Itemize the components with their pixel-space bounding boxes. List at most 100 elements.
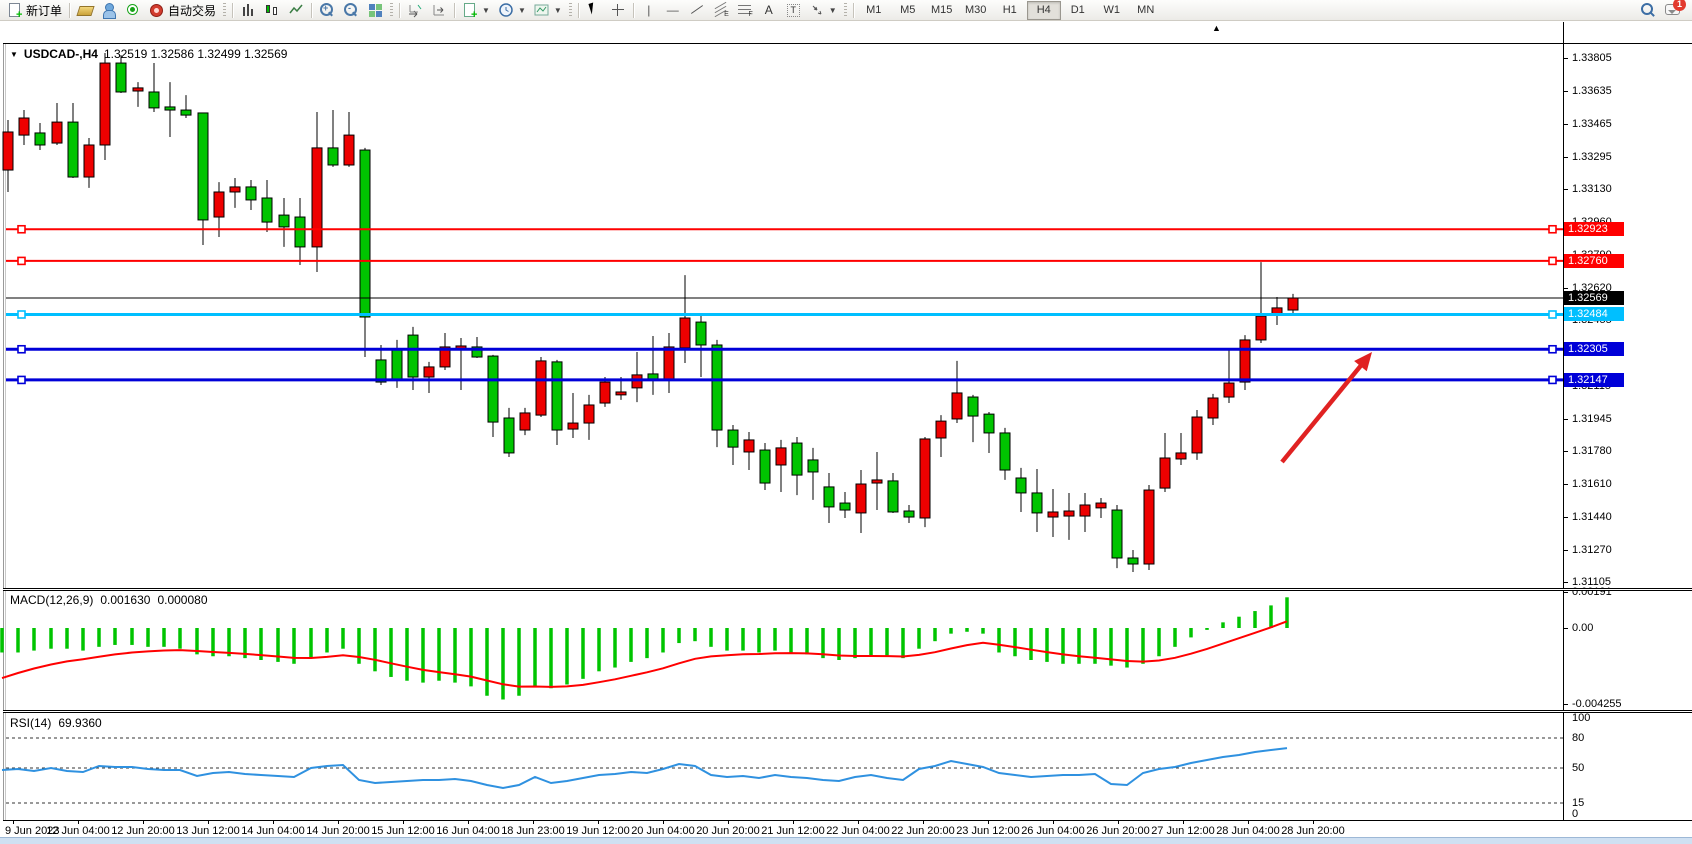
search-button[interactable]	[1636, 0, 1660, 21]
auto-trading-button[interactable]: 自动交易	[145, 0, 220, 21]
candle	[1175, 432, 1187, 465]
indicators-button[interactable]: + ▼	[458, 0, 494, 21]
gold-button[interactable]	[73, 0, 97, 21]
timeframe-M15[interactable]: M15	[931, 4, 953, 16]
timeframe-H4[interactable]: H4	[1026, 0, 1061, 20]
rsi-tick-label: 80	[1572, 732, 1585, 744]
auto-scroll-button[interactable]	[403, 0, 427, 21]
candle	[775, 439, 787, 492]
time-tick	[468, 821, 469, 824]
timeframe-D1[interactable]: D1	[1070, 4, 1085, 16]
time-tick	[208, 821, 209, 824]
time-axis[interactable]: 9 Jun 2023 12 Jun 04:00 12 Jun 20:00 13 Jun…	[3, 820, 1692, 838]
collapse-icon[interactable]: ▼	[10, 49, 18, 59]
arrow-annotation[interactable]	[1280, 352, 1372, 464]
templates-button[interactable]: ▼	[530, 0, 566, 21]
horizontal-line-object[interactable]	[6, 310, 1563, 319]
fibo-channel-button[interactable]: E	[709, 0, 733, 21]
time-label: 12 Jun 04:00	[46, 825, 110, 837]
candle	[311, 111, 323, 272]
candle	[51, 103, 63, 145]
timeframe-switcher: M1 M5 M15 M30 H1 H4 D1 W1 MN	[857, 0, 1163, 20]
candle	[1239, 335, 1251, 391]
time-tick	[143, 821, 144, 824]
vertical-line-button[interactable]: |	[637, 0, 661, 21]
horizontal-line-object[interactable]	[6, 256, 1563, 266]
timeframe-H1[interactable]: H1	[1002, 4, 1017, 16]
price-tick-label: 1.31610	[1572, 478, 1612, 491]
line-chart-button[interactable]	[284, 0, 308, 21]
trendline-button[interactable]	[685, 0, 709, 21]
time-label: 27 Jun 12:00	[1151, 825, 1215, 837]
timeframe-M1[interactable]: M1	[866, 4, 882, 16]
chart-window[interactable]: ▼ USDCAD-,H4 1.32519 1.32586 1.32499 1.3…	[0, 21, 1692, 841]
candle	[631, 351, 643, 403]
time-label: 26 Jun 04:00	[1021, 825, 1085, 837]
community-button[interactable]	[97, 0, 121, 21]
cursor-button[interactable]	[582, 0, 606, 21]
horizontal-line-object[interactable]	[6, 344, 1563, 354]
arrows-button[interactable]: ▼	[805, 0, 841, 21]
rsi-panel[interactable]	[1, 713, 1563, 819]
periods-button[interactable]: ▼	[494, 0, 530, 21]
price-tick	[1563, 419, 1568, 421]
candle	[567, 392, 579, 438]
macd-label: MACD(12,26,9) 0.001630 0.000080	[10, 593, 208, 607]
bar-chart-button[interactable]	[236, 0, 260, 21]
candle	[551, 359, 563, 445]
chat-button[interactable]: 1	[1660, 0, 1686, 21]
macd-splitter[interactable]	[3, 588, 1692, 591]
signals-button[interactable]	[121, 0, 145, 21]
macd-tick	[1563, 704, 1568, 705]
signals-icon	[125, 2, 141, 18]
window-left-border-inner	[5, 43, 6, 841]
candle	[423, 361, 435, 393]
time-label: 14 Jun 20:00	[306, 825, 370, 837]
timeframe-M30[interactable]: M30	[965, 4, 987, 16]
crosshair-button[interactable]	[606, 0, 630, 21]
text-label-button[interactable]: T	[781, 0, 805, 21]
candle	[919, 437, 931, 528]
rsi-splitter[interactable]	[3, 710, 1692, 713]
candle	[791, 437, 803, 496]
timeframe-W1[interactable]: W1	[1103, 4, 1120, 16]
candle	[261, 179, 273, 232]
price-level-tag: 1.32923	[1564, 222, 1624, 237]
candle	[951, 360, 963, 424]
time-label: 20 Jun 20:00	[696, 825, 760, 837]
candle	[711, 339, 723, 448]
time-label: 12 Jun 20:00	[111, 825, 175, 837]
zoom-in-button[interactable]: +	[315, 0, 339, 21]
candlestick-chart-button[interactable]	[260, 0, 284, 21]
time-label: 28 Jun 04:00	[1216, 825, 1280, 837]
candle	[18, 110, 30, 145]
chat-badge: 1	[1673, 0, 1686, 11]
price-tick	[1563, 451, 1568, 453]
text-button[interactable]: A	[757, 0, 781, 21]
time-tick	[728, 821, 729, 824]
horizontal-line-object[interactable]	[6, 224, 1563, 234]
bottom-strip	[0, 837, 1692, 844]
time-label: 13 Jun 12:00	[176, 825, 240, 837]
candle	[1015, 467, 1027, 512]
tile-windows-button[interactable]	[363, 0, 387, 21]
rsi-line	[1, 747, 1288, 790]
horizontal-line-button[interactable]: —	[661, 0, 685, 21]
candle	[743, 431, 755, 471]
chart-shift-marker[interactable]: ▲	[1212, 23, 1221, 33]
zoom-out-button[interactable]: -	[339, 0, 363, 21]
candle	[663, 332, 675, 393]
main-price-chart[interactable]	[2, 22, 1563, 588]
time-label: 28 Jun 20:00	[1281, 825, 1345, 837]
timeframe-M5[interactable]: M5	[900, 4, 916, 16]
price-tick-label: 1.33805	[1572, 52, 1612, 64]
macd-panel[interactable]	[0, 591, 1563, 710]
price-level-tag: 1.32147	[1564, 372, 1624, 387]
price-level-tag: 1.32484	[1564, 307, 1624, 322]
timeframe-MN[interactable]: MN	[1137, 4, 1155, 16]
horizontal-line-object[interactable]	[6, 375, 1563, 385]
ohlc-values: 1.32519 1.32586 1.32499 1.32569	[103, 47, 288, 61]
chart-shift-button[interactable]	[427, 0, 451, 21]
fibo-retracement-button[interactable]: F	[733, 0, 757, 21]
new-order-button[interactable]: + 新订单	[3, 0, 66, 21]
